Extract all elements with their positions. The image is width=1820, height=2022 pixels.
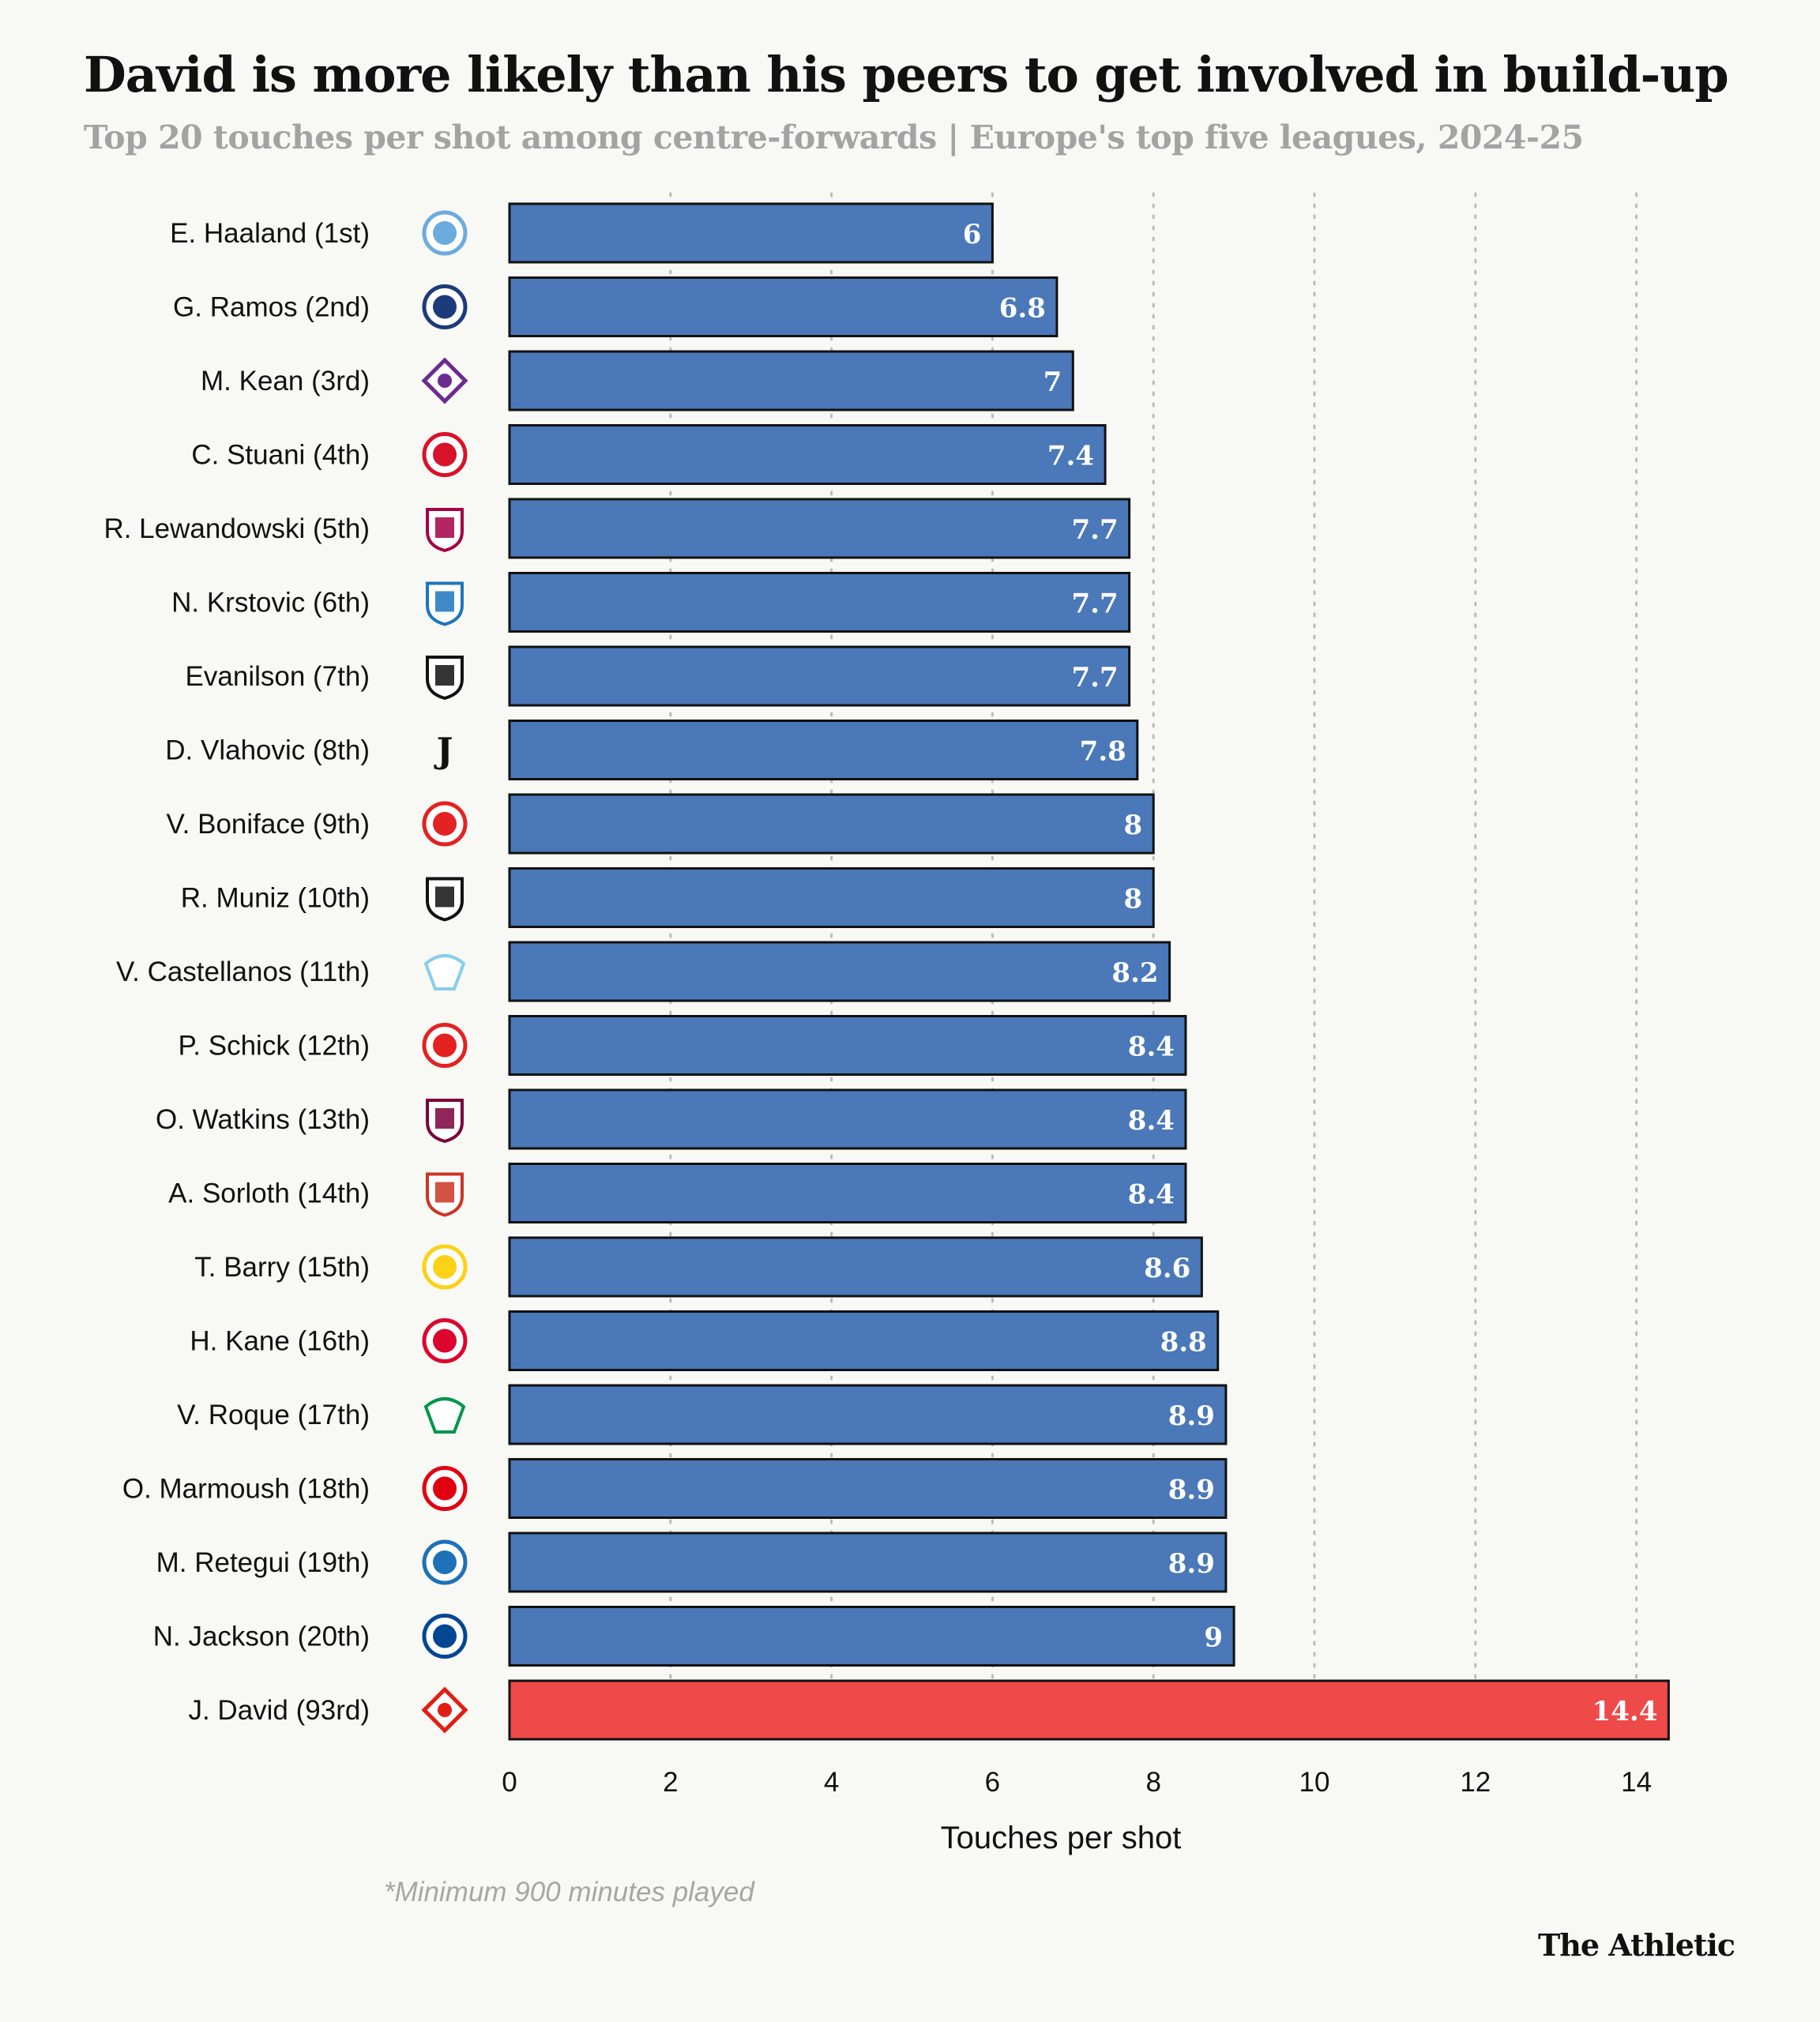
x-axis-label: Touches per shot: [941, 1821, 1182, 1855]
bar: [508, 867, 1155, 928]
bar: [508, 1163, 1187, 1223]
bar: [508, 572, 1131, 633]
category-label: T. Barry (15th): [194, 1252, 370, 1283]
value-label: 6: [963, 219, 982, 250]
category-label: E. Haaland (1st): [170, 218, 370, 249]
x-tick-label: 12: [1460, 1767, 1491, 1798]
x-tick-label: 8: [1145, 1767, 1160, 1798]
eintracht-frankfurt-crest-icon: [422, 1466, 468, 1511]
value-label: 8.4: [1128, 1032, 1175, 1063]
value-label: 7.7: [1071, 662, 1118, 693]
category-label: P. Schick (12th): [178, 1031, 370, 1062]
value-label: 8: [1124, 884, 1143, 915]
value-label: 8.9: [1168, 1400, 1215, 1432]
category-label: H. Kane (16th): [190, 1326, 370, 1357]
category-label: N. Krstovic (6th): [171, 588, 370, 618]
bar: [508, 1015, 1187, 1076]
x-tick-label: 2: [663, 1767, 678, 1798]
x-tick-label: 6: [985, 1767, 1000, 1798]
category-label: O. Marmoush (18th): [122, 1474, 370, 1505]
category-label: M. Kean (3rd): [201, 366, 370, 397]
value-label: 7.8: [1080, 736, 1126, 768]
aston-villa-crest-icon: [426, 1099, 464, 1144]
category-label: C. Stuani (4th): [191, 440, 370, 471]
x-tick-label: 0: [502, 1767, 517, 1798]
bar: [508, 941, 1171, 1002]
chart-title: David is more likely than his peers to g…: [84, 46, 1729, 103]
value-label: 8: [1124, 810, 1143, 841]
barcelona-crest-icon: [426, 508, 464, 553]
bar: [508, 1458, 1228, 1519]
chart-subtitle: Top 20 touches per shot among centre-for…: [84, 118, 1584, 156]
bar: [508, 350, 1074, 412]
category-label: V. Castellanos (11th): [116, 957, 370, 987]
man-city-crest-icon: [422, 210, 468, 256]
bar: [508, 1088, 1187, 1150]
x-tick-label: 4: [824, 1767, 839, 1798]
juventus-crest-icon: J: [434, 731, 453, 772]
value-label: 8.4: [1128, 1105, 1175, 1137]
value-label: 6.8: [999, 293, 1046, 325]
psg-crest-icon: [422, 284, 468, 329]
value-label: 7: [1043, 366, 1062, 398]
bar: [508, 1606, 1235, 1667]
bar: [508, 1236, 1203, 1298]
bar: [508, 202, 994, 264]
bar: [508, 1310, 1220, 1371]
lazio-crest-icon: [423, 954, 466, 990]
value-label: 8.4: [1128, 1179, 1175, 1211]
category-label: Evanilson (7th): [186, 661, 370, 692]
value-label: 7.4: [1047, 441, 1094, 472]
leverkusen-crest-icon: [422, 1023, 468, 1068]
bar: [508, 720, 1139, 780]
value-label: 7.7: [1071, 514, 1118, 546]
leverkusen-crest-icon: [422, 801, 468, 847]
category-label: O. Watkins (13th): [156, 1104, 370, 1135]
fulham-crest-icon: [426, 877, 464, 922]
atalanta-crest-icon: [422, 1539, 468, 1585]
value-label: 8.9: [1168, 1548, 1215, 1580]
bar: [508, 498, 1131, 559]
atletico-crest-icon: [426, 1172, 464, 1217]
highlight-bar: [508, 1679, 1670, 1741]
lille-crest-icon: [421, 1686, 468, 1734]
value-label: 14.4: [1592, 1696, 1658, 1727]
category-label: R. Muniz (10th): [181, 883, 370, 914]
category-label: D. Vlahovic (8th): [165, 735, 370, 766]
real-betis-crest-icon: [423, 1397, 466, 1434]
value-label: 9: [1204, 1622, 1223, 1654]
category-label: R. Lewandowski (5th): [103, 513, 370, 544]
svg-text:J: J: [434, 731, 453, 772]
bar: [508, 793, 1155, 855]
bar: [508, 1384, 1228, 1445]
chelsea-crest-icon: [422, 1614, 468, 1659]
value-label: 7.7: [1071, 588, 1118, 620]
category-label: V. Boniface (9th): [167, 809, 370, 840]
value-label: 8.2: [1111, 957, 1158, 989]
footnote: *Minimum 900 minutes played: [384, 1877, 754, 1907]
bournemouth-crest-icon: [426, 656, 464, 701]
category-label: N. Jackson (20th): [153, 1622, 370, 1652]
girona-crest-icon: [422, 432, 468, 477]
bar: [508, 276, 1059, 337]
category-label: G. Ramos (2nd): [173, 292, 370, 323]
brand-logo: The Athletic: [1537, 1927, 1735, 1963]
value-label: 8.6: [1144, 1253, 1190, 1284]
x-tick-label: 14: [1621, 1767, 1652, 1798]
category-label: V. Roque (17th): [177, 1400, 370, 1430]
category-label: A. Sorloth (14th): [168, 1178, 370, 1209]
value-label: 8.9: [1168, 1475, 1215, 1506]
bar: [508, 1532, 1228, 1593]
category-label: J. David (93rd): [188, 1695, 370, 1726]
bar: [508, 424, 1107, 485]
villarreal-crest-icon: [422, 1244, 468, 1290]
bar: [508, 645, 1131, 707]
category-label: M. Retegui (19th): [156, 1547, 370, 1578]
fiorentina-crest-icon: [421, 357, 468, 404]
x-tick-label: 10: [1299, 1767, 1330, 1798]
lecce-crest-icon: [426, 581, 464, 626]
bayern-crest-icon: [422, 1318, 468, 1363]
value-label: 8.8: [1160, 1327, 1207, 1359]
